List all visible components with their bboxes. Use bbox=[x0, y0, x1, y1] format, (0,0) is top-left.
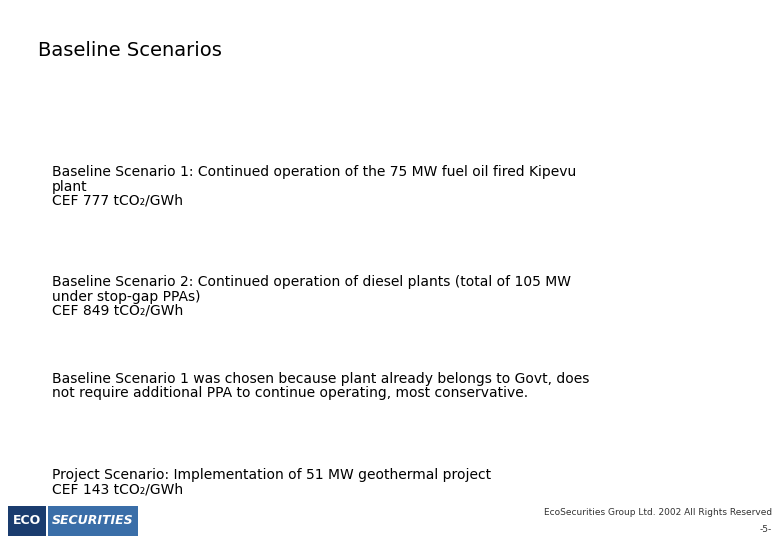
Text: not require additional PPA to continue operating, most conservative.: not require additional PPA to continue o… bbox=[52, 387, 528, 401]
Text: ECO: ECO bbox=[13, 515, 41, 528]
Text: CEF 777 tCO₂/GWh: CEF 777 tCO₂/GWh bbox=[52, 194, 183, 208]
Bar bbox=[48, 506, 138, 536]
Text: under stop-gap PPAs): under stop-gap PPAs) bbox=[52, 289, 200, 303]
Text: EcoSecurities Group Ltd. 2002 All Rights Reserved: EcoSecurities Group Ltd. 2002 All Rights… bbox=[544, 508, 772, 517]
Text: -5-: -5- bbox=[760, 525, 772, 534]
Text: Project Scenario: Implementation of 51 MW geothermal project: Project Scenario: Implementation of 51 M… bbox=[52, 468, 491, 482]
Text: Baseline Scenario 1: Continued operation of the 75 MW fuel oil fired Kipevu: Baseline Scenario 1: Continued operation… bbox=[52, 165, 576, 179]
Text: CEF 849 tCO₂/GWh: CEF 849 tCO₂/GWh bbox=[52, 304, 183, 318]
Text: plant: plant bbox=[52, 179, 87, 193]
Text: Baseline Scenario 1 was chosen because plant already belongs to Govt, does: Baseline Scenario 1 was chosen because p… bbox=[52, 372, 590, 386]
Text: CEF 143 tCO₂/GWh: CEF 143 tCO₂/GWh bbox=[52, 483, 183, 496]
Text: SECURITIES: SECURITIES bbox=[52, 515, 134, 528]
Text: Baseline Scenarios: Baseline Scenarios bbox=[38, 41, 222, 60]
Text: Baseline Scenario 2: Continued operation of diesel plants (total of 105 MW: Baseline Scenario 2: Continued operation… bbox=[52, 275, 571, 289]
Bar bbox=[8, 506, 46, 536]
